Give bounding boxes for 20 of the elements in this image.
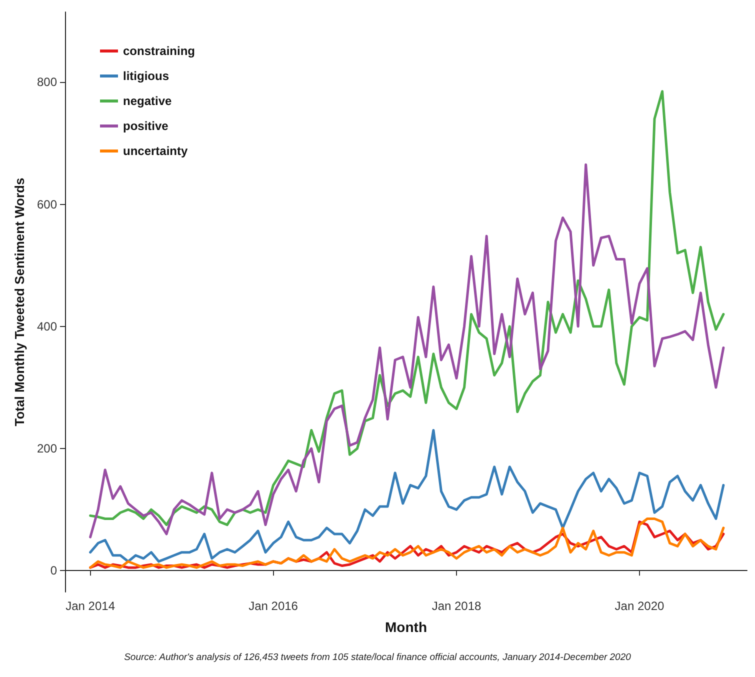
legend-label: uncertainty — [123, 144, 188, 158]
x-tick-label: Jan 2018 — [432, 599, 482, 613]
y-tick-label: 800 — [36, 75, 58, 90]
line-series — [89, 90, 725, 526]
line-series — [89, 163, 725, 538]
legend-label: litigious — [123, 69, 170, 83]
line-series — [89, 428, 725, 563]
source-note: Source: Author's analysis of 126,453 tweets from 105 state/local finance official accounts, January 2014-December 2020 — [123, 652, 632, 663]
y-tick-label: 200 — [36, 442, 58, 456]
x-tick-label: Jan 2020 — [614, 599, 664, 613]
legend-label: positive — [123, 119, 169, 133]
x-tick-label: Jan 2016 — [248, 599, 298, 613]
legend-label: constraining — [123, 44, 196, 58]
y-tick-label: 600 — [36, 197, 58, 212]
x-tick-label: Jan 2014 — [66, 599, 116, 613]
legend-label: negative — [123, 94, 172, 108]
y-tick-label: 0 — [50, 564, 58, 578]
x-axis-title: Month — [385, 619, 427, 635]
y-tick-label: 400 — [36, 319, 58, 334]
y-axis-title: Total Monthly Tweeted Sentiment Words — [12, 178, 28, 426]
